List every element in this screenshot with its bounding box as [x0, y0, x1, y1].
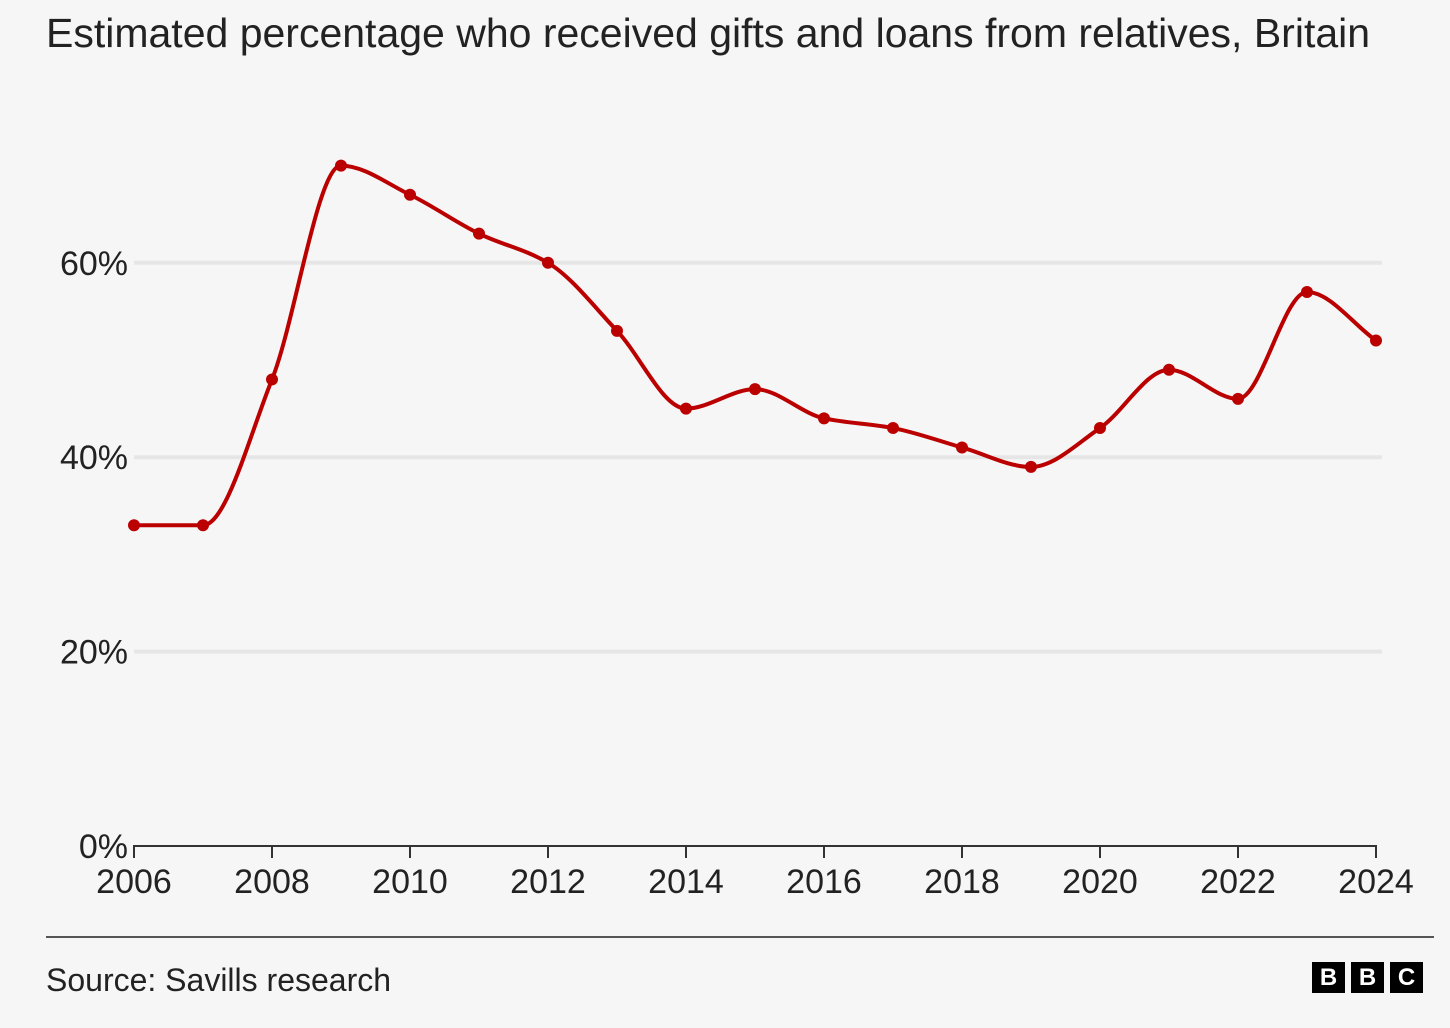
chart-title: Estimated percentage who received gifts … — [46, 10, 1371, 56]
data-point — [1025, 460, 1037, 473]
data-point — [887, 422, 899, 435]
y-tick-label: 20% — [60, 634, 128, 672]
x-tick-label: 2012 — [510, 863, 586, 901]
x-tick-label: 2020 — [1062, 863, 1138, 901]
data-series — [128, 159, 1382, 532]
footer-divider — [46, 936, 1434, 938]
series-line — [132, 163, 1378, 528]
bbc-logo-block: C — [1390, 962, 1423, 993]
data-point — [473, 227, 485, 240]
gridlines — [134, 260, 1382, 654]
data-point — [1094, 422, 1106, 435]
x-tick-label: 2010 — [372, 863, 448, 901]
y-tick-label: 40% — [60, 439, 128, 477]
y-axis-tick-labels: 0% 20% 40% 60% — [60, 245, 128, 866]
data-point — [404, 188, 416, 201]
y-tick-label: 0% — [79, 828, 128, 866]
data-point — [611, 324, 623, 337]
data-point — [818, 412, 830, 425]
bbc-logo: B B C — [1312, 962, 1423, 993]
data-point — [1370, 334, 1382, 347]
data-point — [680, 402, 692, 415]
x-tick-label: 2016 — [786, 863, 862, 901]
y-tick-label: 60% — [60, 245, 128, 283]
data-point — [956, 441, 968, 454]
x-tick-label: 2014 — [648, 863, 724, 901]
axes — [133, 845, 1377, 858]
x-tick-label: 2022 — [1200, 863, 1276, 901]
bbc-logo-block: B — [1351, 962, 1384, 993]
bbc-logo-block: B — [1312, 962, 1345, 993]
x-tick-label: 2018 — [924, 863, 1000, 901]
data-point — [1232, 392, 1244, 405]
source-note: Source: Savills research — [46, 962, 392, 998]
data-point — [1301, 285, 1313, 298]
data-point — [1163, 363, 1175, 376]
x-tick-label: 2024 — [1338, 863, 1414, 901]
data-point — [128, 519, 140, 532]
data-point — [266, 373, 278, 386]
x-tick-label: 2008 — [234, 863, 310, 901]
line-chart: 0% 20% 40% 60% 2006 2008 2010 2012 2014 2016 2018… — [60, 159, 1414, 901]
x-tick-label: 2006 — [96, 863, 172, 901]
data-point — [749, 383, 761, 396]
data-point — [335, 159, 347, 172]
data-point — [542, 256, 554, 269]
data-point — [197, 519, 209, 532]
x-axis-tick-labels: 2006 2008 2010 2012 2014 2016 2018 2020 2022 2024 — [96, 863, 1414, 901]
